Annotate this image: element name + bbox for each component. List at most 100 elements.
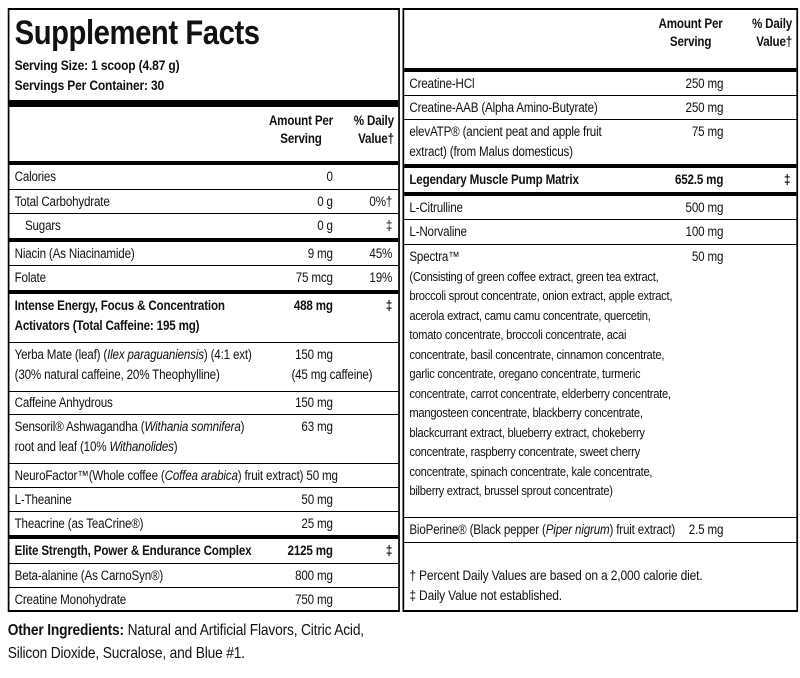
ingredient-row: Creatine-HCl 250 mg bbox=[404, 72, 797, 96]
amount: 150 mg bbox=[295, 347, 333, 362]
amount-header: Amount Per Serving bbox=[658, 16, 723, 49]
name: Beta-alanine (As CarnoSyn®) bbox=[14, 568, 164, 583]
name-part: Spectra™ bbox=[409, 249, 460, 264]
name-part: NeuroFactor™(Whole coffee ( bbox=[14, 468, 165, 483]
name-part: ) fruit extract) bbox=[609, 522, 676, 537]
amount: 488 mg bbox=[293, 298, 333, 313]
name-part: Withanolides bbox=[109, 439, 174, 454]
name-part: Sensoril® Ashwagandha ( bbox=[14, 419, 145, 434]
ingredient-row: L-Norvaline 100 mg bbox=[404, 220, 797, 245]
amount: 100 mg bbox=[685, 224, 724, 239]
name: Sugars bbox=[24, 218, 61, 233]
amount: 0 bbox=[326, 169, 333, 184]
other-ingredients-label: Other Ingredients: bbox=[7, 622, 124, 639]
name-part: Withania somnifera bbox=[144, 419, 241, 434]
amount: 50 mg bbox=[691, 249, 724, 264]
name: Elite Strength, Power & Endurance Comple… bbox=[14, 543, 252, 558]
name: Theacrine (as TeaCrine®) bbox=[14, 516, 144, 531]
nutrient-row: Sugars 0 g ‡ bbox=[9, 214, 399, 242]
ingredient-row: Caffeine Anhydrous 150 mg bbox=[9, 392, 399, 415]
name: L-Norvaline bbox=[409, 224, 467, 239]
amount: 9 mg bbox=[307, 246, 333, 261]
amount: 50 mg bbox=[301, 492, 333, 507]
column-header: Amount Per Serving % Daily Value† bbox=[404, 10, 797, 72]
ingredient-row: L-Citrulline 500 mg bbox=[404, 196, 797, 220]
right-panel: Amount Per Serving % Daily Value† Creati… bbox=[402, 8, 799, 612]
daily-value: ‡ bbox=[784, 172, 791, 187]
footnote: ‡ Daily Value not established. bbox=[409, 587, 562, 603]
ingredient-row: L-Theanine 50 mg bbox=[9, 488, 399, 512]
title: Supplement Facts bbox=[14, 14, 260, 52]
name: elevATP® (ancient peat and apple fruit e… bbox=[409, 124, 602, 159]
name-part: Ilex paraguaniensis bbox=[107, 347, 204, 362]
footnote-list: † Percent Daily Values are based on a 2,… bbox=[409, 565, 702, 605]
name: Niacin (As Niacinamide) bbox=[14, 246, 135, 261]
amount: 0 g bbox=[317, 194, 333, 209]
daily-value: ‡ bbox=[385, 218, 393, 233]
name: Intense Energy, Focus & Concentration Ac… bbox=[14, 298, 225, 333]
blend-row: Elite Strength, Power & Endurance Comple… bbox=[9, 539, 399, 564]
name: Folate bbox=[14, 270, 46, 285]
amount: 750 mg bbox=[295, 592, 333, 607]
ingredient-row: Theacrine (as TeaCrine®) 25 mg bbox=[9, 512, 399, 539]
name-part: Yerba Mate (leaf) ( bbox=[14, 347, 108, 362]
nutrient-row: Calories 0 bbox=[9, 165, 399, 190]
amount: 500 mg bbox=[685, 200, 724, 215]
daily-value: 45% bbox=[369, 246, 393, 261]
name-part: Coffea arabica bbox=[164, 468, 238, 483]
ingredient-row: Spectra™ (Consisting of green coffee extr… bbox=[404, 245, 797, 518]
amount: 250 mg bbox=[685, 76, 724, 91]
amount: 2.5 mg bbox=[688, 522, 724, 537]
nutrient-row: Folate 75 mcg 19% bbox=[9, 266, 399, 294]
nutrient-row: Total Carbohydrate 0 g 0%† bbox=[9, 190, 399, 214]
amount: 652.5 mg bbox=[674, 172, 724, 187]
name: Caffeine Anhydrous bbox=[14, 395, 113, 410]
name: Creatine-HCl bbox=[409, 76, 475, 91]
name-part: ) bbox=[173, 439, 178, 454]
name: Creatine-AAB (Alpha Amino-Butyrate) bbox=[409, 100, 598, 115]
name-part: root and leaf (10% bbox=[14, 439, 110, 454]
other-ingredients-text: Natural and Artificial Flavors, Citric A… bbox=[7, 622, 364, 662]
amount: 50 mg bbox=[306, 468, 338, 483]
name: Creatine Monohydrate bbox=[14, 592, 127, 607]
ingredient-row: Sensoril® Ashwagandha (Withania somnifer… bbox=[9, 415, 399, 464]
amount: 75 mg bbox=[691, 124, 724, 139]
name-part: ) fruit extract) bbox=[237, 468, 304, 483]
daily-value-header: % Daily Value† bbox=[751, 16, 793, 49]
name: L-Citrulline bbox=[409, 200, 463, 215]
daily-value: 19% bbox=[369, 270, 393, 285]
amount: 0 g bbox=[317, 218, 333, 233]
ingredient-row: BioPerine® (Black pepper (Piper nigrum) … bbox=[404, 518, 797, 543]
name-part: ) (4:1 ext) bbox=[203, 347, 252, 362]
amount: 150 mg bbox=[295, 395, 333, 410]
name-part: BioPerine® (Black pepper ( bbox=[409, 522, 546, 537]
amount-header: Amount Per Serving bbox=[268, 113, 334, 146]
name: Calories bbox=[14, 169, 56, 184]
ingredient-row: elevATP® (ancient peat and apple fruit e… bbox=[404, 120, 797, 168]
name: Spectra™ (Consisting of green coffee extr… bbox=[409, 247, 676, 501]
footnote: † Percent Daily Values are based on a 2,… bbox=[409, 567, 703, 583]
amount: 75 mcg bbox=[295, 270, 333, 285]
name: BioPerine® (Black pepper (Piper nigrum) … bbox=[409, 520, 675, 540]
left-panel: Supplement Facts Serving Size: 1 scoop (… bbox=[7, 8, 400, 612]
blend-row: Legendary Muscle Pump Matrix 652.5 mg ‡ bbox=[404, 168, 797, 196]
amount: 250 mg bbox=[685, 100, 724, 115]
name-part: Piper nigrum bbox=[545, 522, 610, 537]
name: Total Carbohydrate bbox=[14, 194, 110, 209]
detail: (Consisting of green coffee extract, gre… bbox=[409, 268, 673, 499]
column-header: Amount Per Serving % Daily Value† bbox=[9, 107, 399, 165]
daily-value-header: % Daily Value† bbox=[353, 113, 394, 146]
ingredient-row: Yerba Mate (leaf) (Ilex paraguaniensis) … bbox=[9, 343, 399, 392]
name: Yerba Mate (leaf) (Ilex paraguaniensis) … bbox=[15, 345, 252, 385]
serving-size: Serving Size: 1 scoop (4.87 g) bbox=[14, 57, 180, 73]
daily-value: ‡ bbox=[385, 298, 393, 313]
amount: 63 mg bbox=[301, 419, 333, 434]
amount-detail: (45 mg caffeine) bbox=[291, 367, 373, 382]
name: Legendary Muscle Pump Matrix bbox=[409, 172, 579, 187]
amount: 2125 mg bbox=[287, 543, 333, 558]
daily-value: 0%† bbox=[369, 194, 393, 209]
ingredient-row: Creatine-AAB (Alpha Amino-Butyrate) 250 … bbox=[404, 96, 797, 120]
